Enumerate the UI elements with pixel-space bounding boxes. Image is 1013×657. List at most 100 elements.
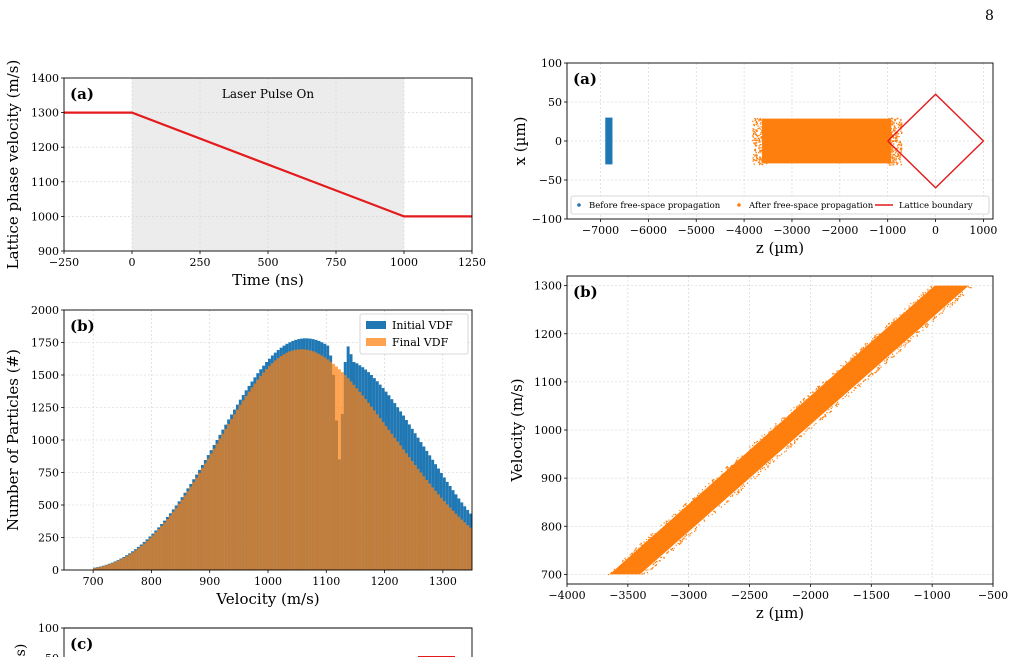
particle xyxy=(891,142,893,144)
y-tick-label: 100 xyxy=(38,622,59,635)
y-tick-label: −50 xyxy=(539,174,562,187)
histogram-bar xyxy=(244,395,248,570)
particle xyxy=(892,129,895,131)
particle xyxy=(754,119,756,121)
particle xyxy=(784,417,786,419)
particle xyxy=(698,492,700,494)
particle xyxy=(887,136,889,138)
particle xyxy=(892,146,894,149)
histogram-bar xyxy=(501,551,504,571)
particle xyxy=(898,141,900,144)
particle xyxy=(765,464,767,466)
particle xyxy=(764,468,767,471)
particle xyxy=(897,147,899,149)
particle xyxy=(889,148,892,150)
particle xyxy=(895,136,897,139)
histogram-bar xyxy=(448,507,452,570)
particle xyxy=(896,137,898,139)
particle xyxy=(908,305,910,307)
particle xyxy=(647,569,649,571)
particle xyxy=(822,416,824,418)
histogram-bar xyxy=(466,525,470,570)
particle xyxy=(773,460,775,462)
y-tick-label: 1000 xyxy=(31,210,59,223)
particle xyxy=(761,120,763,122)
particle xyxy=(893,318,895,320)
particle xyxy=(767,466,769,468)
particle xyxy=(789,413,791,416)
x-tick-label: −3000 xyxy=(773,224,810,237)
particle xyxy=(765,147,768,149)
particles-after xyxy=(762,118,892,164)
particle xyxy=(708,483,710,485)
histogram-bar xyxy=(419,472,423,570)
particle xyxy=(680,542,682,544)
particle xyxy=(761,439,763,441)
particle xyxy=(825,381,827,383)
particle xyxy=(893,127,895,129)
histogram-bar xyxy=(279,356,283,570)
histogram-bar xyxy=(510,552,513,570)
particle xyxy=(900,119,902,121)
particle xyxy=(906,342,908,344)
particle xyxy=(763,131,765,133)
particle xyxy=(622,560,624,562)
y-tick-label: 500 xyxy=(38,499,59,512)
histogram-bar xyxy=(469,527,472,570)
particle xyxy=(759,123,761,125)
particle xyxy=(954,298,957,300)
y-tick-label: 1500 xyxy=(31,369,59,382)
particle xyxy=(912,302,914,304)
particle xyxy=(793,407,795,409)
histogram-bar xyxy=(317,353,321,570)
particle xyxy=(890,130,892,132)
histogram-bar xyxy=(516,558,519,570)
histogram-bar xyxy=(407,457,411,570)
particle xyxy=(640,542,642,544)
particle xyxy=(756,135,759,138)
particle xyxy=(761,435,763,437)
particle xyxy=(762,122,764,124)
particle xyxy=(768,433,770,435)
particle xyxy=(736,459,738,461)
particle xyxy=(901,122,903,124)
particle xyxy=(711,513,713,516)
histogram-bar xyxy=(302,349,306,570)
particle xyxy=(652,566,654,568)
particle xyxy=(894,119,896,122)
histogram-bar xyxy=(145,540,149,570)
histogram-bar xyxy=(527,561,530,570)
histogram-bar xyxy=(224,428,228,570)
histogram-bar xyxy=(148,538,152,570)
particle xyxy=(764,151,766,153)
particles-after-edge xyxy=(752,117,903,166)
particle xyxy=(884,327,886,329)
particle xyxy=(796,439,798,441)
histogram-bar xyxy=(273,360,277,570)
particle xyxy=(731,495,733,497)
particle xyxy=(763,128,766,130)
particle xyxy=(808,397,810,399)
page-number: 8 xyxy=(985,8,994,24)
histogram-bar xyxy=(268,365,271,570)
particle xyxy=(900,126,902,128)
particle xyxy=(759,149,761,151)
x-tick-label: −7000 xyxy=(582,224,619,237)
particle xyxy=(807,427,809,429)
particle xyxy=(889,140,891,143)
particle xyxy=(927,288,929,290)
histogram-bar xyxy=(507,554,510,570)
particle xyxy=(643,541,645,543)
histogram-bar xyxy=(519,557,522,570)
particle xyxy=(762,156,764,158)
particle xyxy=(860,350,862,352)
histogram-bar xyxy=(206,458,210,570)
particle xyxy=(968,286,970,288)
particle xyxy=(887,151,889,153)
particle xyxy=(760,163,763,165)
particle xyxy=(918,296,920,298)
particle xyxy=(912,305,914,307)
histogram-bar xyxy=(489,543,492,570)
histogram-bar xyxy=(247,391,251,570)
particle xyxy=(838,403,840,405)
